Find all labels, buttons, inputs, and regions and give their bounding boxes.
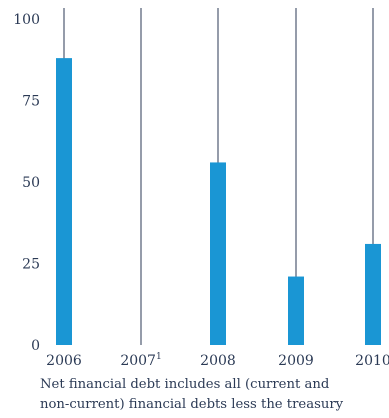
bar-chart: 0 25 50 75 100 2006 20071 2008 2009 2010 <box>13 8 389 369</box>
bar-2006 <box>56 58 72 346</box>
x-tick-2010: 2010 <box>355 353 389 369</box>
y-tick-25: 25 <box>22 257 40 273</box>
x-axis-ticks: 2006 20071 2008 2009 2010 <box>46 352 389 369</box>
bar-2010 <box>365 243 381 345</box>
bar-2009 <box>288 276 304 345</box>
footnote-line-2: non-current) financial debts less the tr… <box>40 397 344 412</box>
bar-2008 <box>210 162 226 345</box>
y-tick-100: 100 <box>13 12 40 28</box>
bars <box>56 58 381 346</box>
y-tick-50: 50 <box>22 175 40 191</box>
footnote-line-1: Net financial debt includes all (current… <box>40 377 330 392</box>
x-tick-2006: 2006 <box>46 353 82 369</box>
footnote: Net financial debt includes all (current… <box>40 375 389 415</box>
y-tick-0: 0 <box>31 338 40 354</box>
x-tick-2009: 2009 <box>278 353 314 369</box>
y-tick-75: 75 <box>22 94 40 110</box>
y-axis-ticks: 0 25 50 75 100 <box>13 12 40 354</box>
x-tick-2008: 2008 <box>200 353 236 369</box>
x-tick-2007: 20071 <box>120 352 161 369</box>
